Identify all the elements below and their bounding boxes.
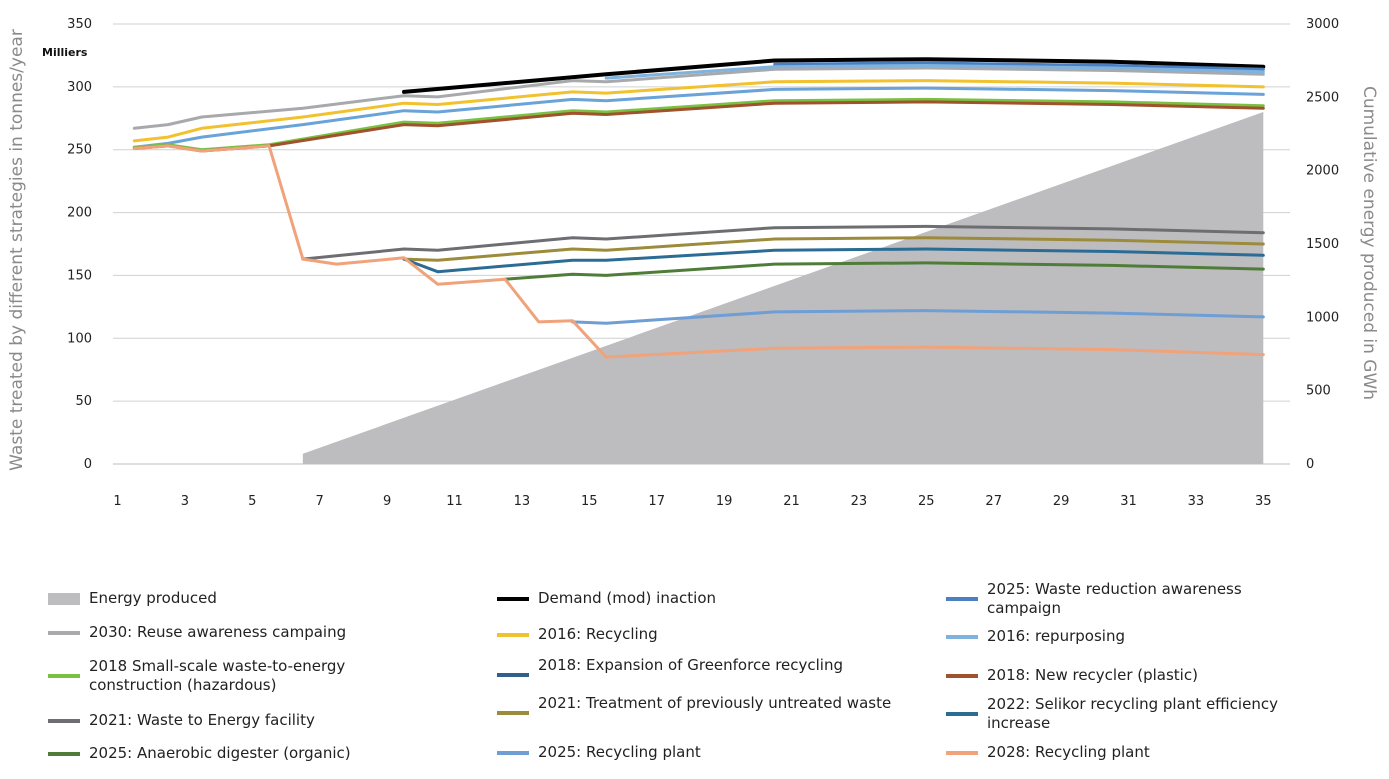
series-line-2028-recycling-plant <box>132 144 1265 359</box>
y-left-tick-label: 200 <box>67 206 92 221</box>
y-right-tick-label: 500 <box>1306 384 1331 399</box>
series-lines <box>132 57 1266 359</box>
series-line-2025-waste-reduction-awareness-campaign <box>773 61 1265 71</box>
x-tick-label: 33 <box>1188 494 1205 509</box>
x-tick-label: 3 <box>181 494 189 509</box>
x-tick-label: 19 <box>716 494 733 509</box>
x-tick-label: 29 <box>1053 494 1070 509</box>
series-line-demand-mod-inaction <box>402 57 1266 94</box>
energy-area <box>302 112 1264 464</box>
y-left-tick-label: 250 <box>67 143 92 158</box>
series-line-2030-reuse-awareness-campaing <box>132 66 1265 130</box>
axis-ticks: 0 50 100 150 200 250 300 350 0 500 1000 1500 2000 250… <box>67 17 1339 509</box>
y-left-tick-label: 300 <box>67 80 92 95</box>
x-tick-label: 15 <box>581 494 598 509</box>
y-left-tick-label: 350 <box>67 17 92 32</box>
y-right-tick-label: 2000 <box>1306 164 1339 179</box>
energy-produced-area <box>302 112 1264 464</box>
x-tick-label: 13 <box>514 494 531 509</box>
x-tick-label: 25 <box>918 494 935 509</box>
y-left-axis-title: Waste treated by different strategies in… <box>7 29 27 471</box>
series-line-2025-recycling-plant <box>571 309 1265 325</box>
series-line-2016-repurposing <box>132 86 1265 149</box>
y-right-tick-label: 0 <box>1306 457 1314 472</box>
y-right-axis-title: Cumulative energy produced in GWh <box>1359 86 1379 400</box>
x-tick-label: 7 <box>316 494 324 509</box>
series-line-2016-repurposing <box>604 64 1265 80</box>
y-left-tick-label: 100 <box>67 331 92 346</box>
x-tick-label: 35 <box>1255 494 1272 509</box>
y-right-tick-label: 3000 <box>1306 17 1339 32</box>
x-tick-label: 11 <box>446 494 463 509</box>
x-tick-label: 31 <box>1120 494 1137 509</box>
y-right-tick-label: 2500 <box>1306 90 1339 105</box>
y-left-unit: Milliers <box>42 46 88 59</box>
series-line-2022-selikor-recycling-plant-efficiency-increase <box>402 247 1265 274</box>
x-tick-label: 21 <box>783 494 800 509</box>
y-left-tick-label: 150 <box>67 268 92 283</box>
series-line-2021-waste-to-energy-facility <box>301 224 1265 261</box>
x-tick-label: 5 <box>248 494 256 509</box>
x-tick-label: 17 <box>648 494 665 509</box>
x-tick-label: 9 <box>383 494 391 509</box>
y-right-tick-label: 1500 <box>1306 237 1339 252</box>
x-tick-label: 27 <box>985 494 1002 509</box>
series-line-2016-recycling <box>132 79 1265 143</box>
y-left-tick-label: 50 <box>75 394 92 409</box>
series-line-2025-anaerobic-digester-organic <box>503 261 1265 281</box>
y-left-tick-label: 0 <box>84 457 92 472</box>
series-line-2021-treatment-of-previously-untreated-waste <box>402 236 1265 262</box>
x-tick-label: 23 <box>851 494 868 509</box>
y-right-tick-label: 1000 <box>1306 310 1339 325</box>
x-tick-label: 1 <box>113 494 121 509</box>
